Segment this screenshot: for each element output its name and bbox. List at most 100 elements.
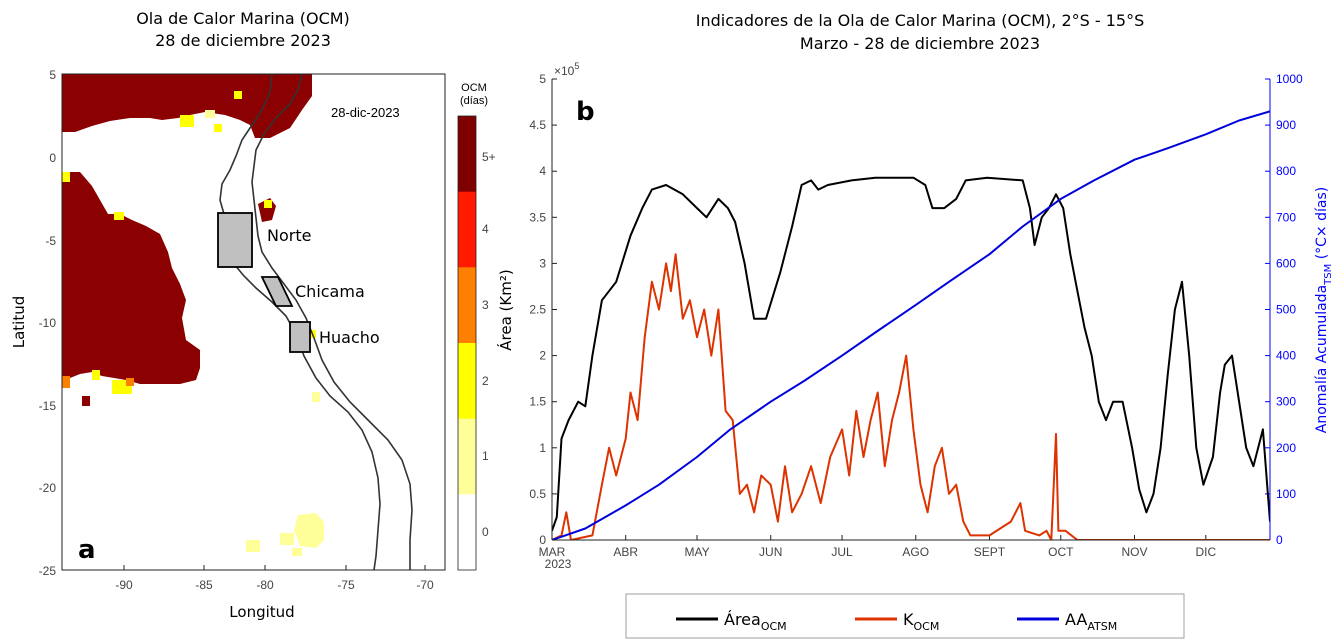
colorbar-title-line1: OCM [461, 82, 487, 94]
ts-right-tick: 300 [1276, 395, 1296, 409]
heat-cells-west [62, 172, 200, 388]
colorbar-swatch [458, 418, 476, 495]
ts-plot-area [552, 79, 1270, 540]
ts-x-tick: MAR [539, 545, 566, 559]
ts-left-tick: 0.5 [529, 487, 546, 501]
ts-left-tick: 5 [539, 72, 546, 86]
ts-left-tick: 0 [539, 533, 546, 547]
colorbar-label: 3 [482, 298, 489, 312]
legend-label-area: ÁreaOCM [724, 610, 787, 633]
map-y-tick: -25 [39, 564, 57, 578]
heat-cell-fringe [82, 396, 90, 406]
map-frame [61, 73, 446, 571]
colorbar-swatch [458, 116, 476, 193]
ts-x-tick: DIC [1195, 545, 1216, 559]
colorbar-label: 4 [482, 222, 489, 236]
ts-right-tick: 400 [1276, 349, 1296, 363]
heat-cells [62, 74, 324, 556]
heat-cells-north [62, 74, 312, 138]
colorbar-frame [457, 115, 477, 571]
map-y-axis: 5 0 -5 -10 -15 -20 -25 [39, 68, 57, 578]
legend-frame [625, 593, 1185, 639]
map-y-tick: 5 [49, 68, 56, 82]
map-x-label: Longitud [229, 603, 294, 621]
map-x-tick: -70 [416, 578, 434, 592]
ts-year-label: 2023 [545, 557, 572, 571]
map-x-axis: -90 -85 -80 -75 -70 [115, 565, 434, 592]
map-y-tick: -15 [39, 399, 57, 413]
heat-cells-south [294, 513, 324, 548]
ts-right-label: Anomalía AcumuladaTSM (°C× días) [1314, 187, 1334, 433]
colorbar: OCM (días) 5+ 4 3 2 1 0 [457, 82, 496, 571]
ts-left-tick: 2 [539, 349, 546, 363]
legend: ÁreaOCM KOCM AAATSM [625, 593, 1185, 639]
heat-cell-fringe [126, 378, 134, 386]
coastline-band [219, 74, 413, 570]
ts-right-tick: 700 [1276, 210, 1296, 224]
map-date-label: 28-dic-2023 [331, 105, 400, 120]
heat-cell-fringe [292, 548, 302, 556]
colorbar-swatch [458, 267, 476, 344]
heat-cell-fringe [312, 392, 320, 402]
region-label-chicama: Chicama [295, 282, 365, 301]
map-y-label: Latitud [10, 296, 28, 349]
ts-left-tick: 1 [539, 441, 546, 455]
timeseries-panel: Indicadores de la Ola de Calor Marina (O… [496, 11, 1334, 639]
ts-right-tick: 200 [1276, 441, 1296, 455]
map-title-line2: 28 de diciembre 2023 [155, 31, 331, 50]
legend-label-k: KOCM [903, 610, 939, 633]
colorbar-title-line2: (días) [460, 95, 488, 107]
ts-right-tick: 900 [1276, 118, 1296, 132]
colorbar-label: 1 [482, 449, 489, 463]
panel-letter-a: a [78, 535, 96, 565]
heat-cell-fringe [234, 91, 242, 99]
legend-label-aa: AAATSM [1065, 610, 1117, 633]
series-line-k-ocm [552, 253, 1270, 540]
ts-left-tick: 3 [539, 256, 546, 270]
ts-exponent: ×105 [554, 61, 579, 78]
colorbar-label: 2 [482, 374, 489, 388]
heat-cell-fringe [214, 124, 222, 132]
ts-x-tick: JUL [831, 545, 853, 559]
series-line--rea-ocm [552, 176, 1270, 532]
ts-x-tick: SEPT [974, 545, 1006, 559]
ts-right-tick: 100 [1276, 487, 1296, 501]
map-y-tick: -10 [39, 316, 57, 330]
colorbar-swatch [458, 494, 476, 571]
ts-left-axis: 0 0.5 1 1.5 2 2.5 3 3.5 4 4.5 5 [529, 72, 557, 547]
ts-right-axis: 0 100 200 300 400 500 600 700 800 900 1000 [1265, 72, 1303, 547]
map-x-tick: -75 [337, 578, 355, 592]
region-label-norte: Norte [267, 226, 311, 245]
colorbar-swatch [458, 343, 476, 420]
heat-cell-fringe [114, 212, 124, 220]
ts-left-tick: 1.5 [529, 395, 546, 409]
map-y-tick: 0 [49, 151, 56, 165]
ts-left-tick: 4.5 [529, 118, 546, 132]
colorbar-label: 0 [482, 525, 489, 539]
heat-cell-fringe [62, 376, 70, 388]
ts-title-line2: Marzo - 28 de diciembre 2023 [800, 34, 1040, 53]
ts-x-tick: JUN [759, 545, 782, 559]
map-x-tick: -85 [195, 578, 213, 592]
map-y-tick: -5 [45, 234, 56, 248]
map-x-tick: -80 [256, 578, 274, 592]
ts-left-tick: 4 [539, 164, 546, 178]
ts-left-tick: 3.5 [529, 210, 546, 224]
heat-cell-fringe [246, 540, 260, 552]
panel-letter-b: b [576, 97, 595, 127]
ts-x-tick: ABR [613, 545, 638, 559]
map-title-line1: Ola de Calor Marina (OCM) [136, 9, 350, 28]
heat-cell-fringe [205, 110, 215, 118]
region-box-norte [217, 212, 253, 268]
ts-right-tick: 600 [1276, 256, 1296, 270]
ts-right-tick: 800 [1276, 164, 1296, 178]
region-box-chicama [260, 276, 294, 307]
colorbar-label: 5+ [482, 150, 496, 164]
map-y-tick: -20 [39, 481, 57, 495]
heat-cell-fringe [280, 533, 294, 545]
ts-x-tick: OCT [1048, 545, 1074, 559]
heat-cell-fringe [62, 172, 70, 182]
map-panel: Ola de Calor Marina (OCM) 28 de diciembr… [10, 9, 496, 621]
ts-x-axis: MAR ABR MAY JUN JUL AGO SEPT OCT NOV DIC [539, 535, 1216, 559]
heat-cell-fringe [180, 115, 194, 127]
